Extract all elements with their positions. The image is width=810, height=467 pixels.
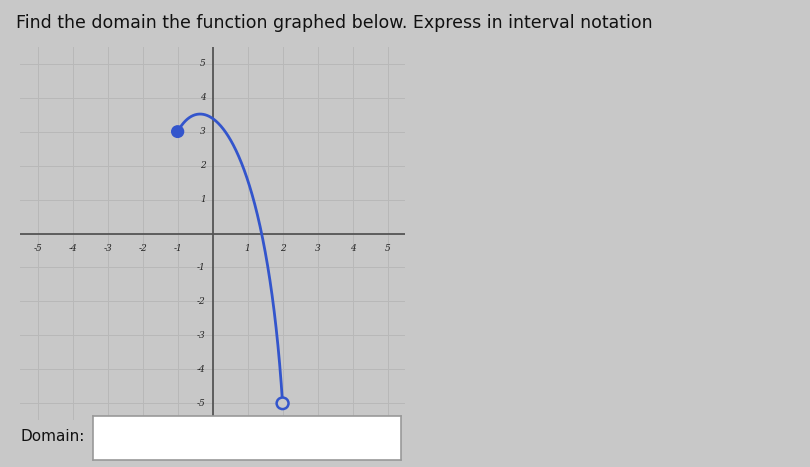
Text: Find the domain the function graphed below. Express in interval notation: Find the domain the function graphed bel… — [16, 14, 653, 32]
Text: -2: -2 — [139, 244, 147, 253]
Text: -2: -2 — [197, 297, 206, 306]
Text: -3: -3 — [104, 244, 112, 253]
Text: 1: 1 — [245, 244, 250, 253]
Text: Domain:: Domain: — [20, 429, 84, 444]
Text: -5: -5 — [33, 244, 42, 253]
Text: 4: 4 — [200, 93, 206, 102]
Circle shape — [172, 126, 184, 137]
Text: -5: -5 — [197, 399, 206, 408]
Circle shape — [277, 397, 288, 409]
Text: -1: -1 — [197, 263, 206, 272]
Text: -3: -3 — [197, 331, 206, 340]
Text: 3: 3 — [314, 244, 321, 253]
Text: 5: 5 — [200, 59, 206, 68]
Text: 4: 4 — [350, 244, 356, 253]
Text: 1: 1 — [200, 195, 206, 204]
Text: 3: 3 — [200, 127, 206, 136]
Text: -4: -4 — [197, 365, 206, 374]
Text: -1: -1 — [173, 244, 182, 253]
Text: 2: 2 — [279, 244, 285, 253]
Text: 5: 5 — [385, 244, 390, 253]
Text: 2: 2 — [200, 161, 206, 170]
Text: -4: -4 — [68, 244, 77, 253]
